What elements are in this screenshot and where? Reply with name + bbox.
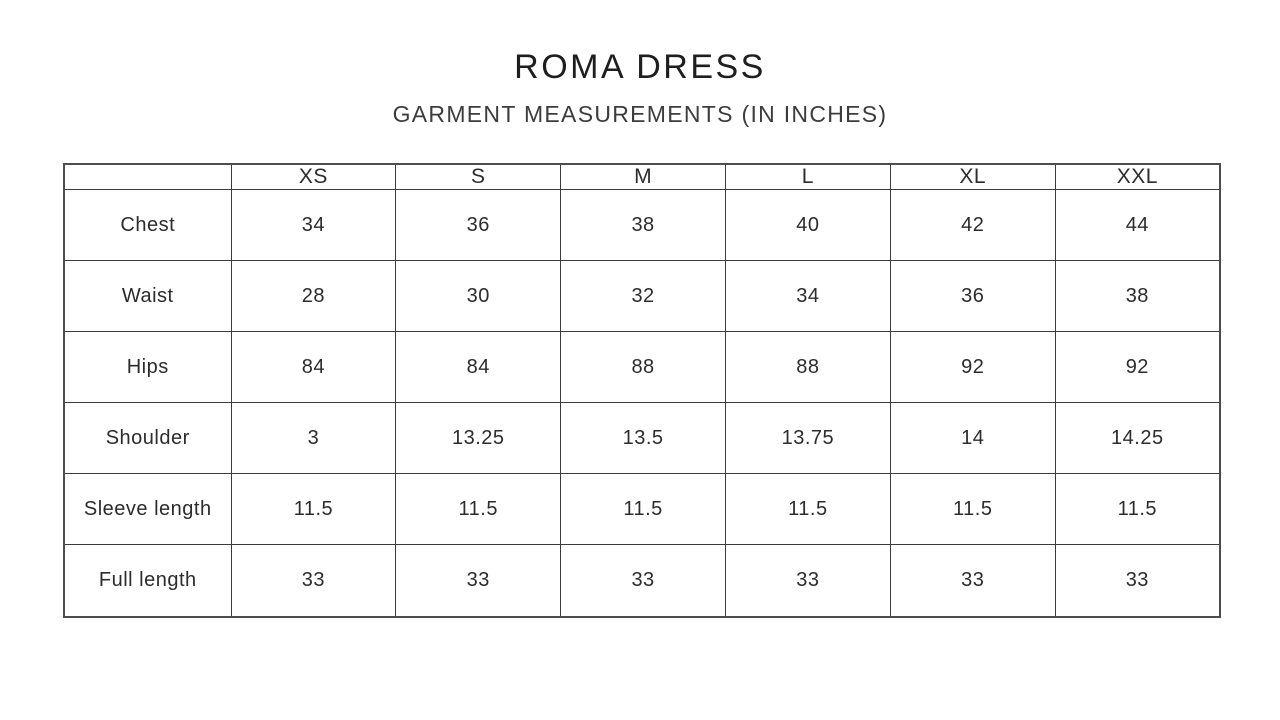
measurement-cell: 34 bbox=[724, 260, 891, 332]
measurement-cell: 40 bbox=[724, 189, 891, 261]
measurement-cell: 38 bbox=[1054, 260, 1221, 332]
measurement-cell: 11.5 bbox=[1054, 473, 1221, 545]
measurement-cell: 44 bbox=[1054, 189, 1221, 261]
size-table-body: Chest 34 36 38 40 42 44 Waist 28 30 32 34 36 38 Hips 84… bbox=[63, 189, 1221, 618]
table-row: Chest 34 36 38 40 42 44 bbox=[63, 189, 1221, 261]
table-row: Shoulder 3 13.25 13.5 13.75 14 14.25 bbox=[63, 402, 1221, 474]
table-row: Hips 84 84 88 88 92 92 bbox=[63, 331, 1221, 403]
measurement-cell: 14 bbox=[889, 402, 1056, 474]
page-subtitle: GARMENT MEASUREMENTS (IN INCHES) bbox=[392, 101, 888, 127]
measurement-cell: 11.5 bbox=[889, 473, 1056, 545]
measurement-cell: 33 bbox=[889, 544, 1056, 618]
measurement-cell: 38 bbox=[560, 189, 726, 261]
measurement-cell: 84 bbox=[230, 331, 397, 403]
measurement-cell: 33 bbox=[395, 544, 562, 618]
table-row: Sleeve length 11.5 11.5 11.5 11.5 11.5 11.5 bbox=[63, 473, 1221, 545]
row-label: Hips bbox=[63, 331, 232, 403]
size-table-header-row: XS S M L XL XXL bbox=[63, 163, 1221, 190]
measurement-cell: 30 bbox=[395, 260, 562, 332]
size-table-header: XS S M L XL XXL bbox=[63, 163, 1221, 190]
size-column-header-xxl: XXL bbox=[1054, 163, 1221, 190]
measurement-cell: 13.75 bbox=[724, 402, 891, 474]
row-label: Full length bbox=[63, 544, 232, 618]
row-label: Shoulder bbox=[63, 402, 232, 474]
measurement-cell: 36 bbox=[395, 189, 562, 261]
measurement-cell: 36 bbox=[889, 260, 1056, 332]
size-column-header-s: S bbox=[395, 163, 562, 190]
row-label: Sleeve length bbox=[63, 473, 232, 545]
measurement-cell: 88 bbox=[724, 331, 891, 403]
corner-cell bbox=[63, 163, 232, 190]
measurement-cell: 34 bbox=[230, 189, 397, 261]
measurement-cell: 92 bbox=[889, 331, 1056, 403]
page-title: ROMA DRESS bbox=[514, 48, 766, 86]
measurement-cell: 84 bbox=[395, 331, 562, 403]
size-chart-table: XS S M L XL XXL Chest 34 36 38 40 42 44 Waist 28 30 32 3… bbox=[63, 163, 1221, 618]
measurement-cell: 33 bbox=[1054, 544, 1221, 618]
measurement-cell: 14.25 bbox=[1054, 402, 1221, 474]
row-label: Waist bbox=[63, 260, 232, 332]
measurement-cell: 11.5 bbox=[395, 473, 562, 545]
size-column-header-l: L bbox=[724, 163, 891, 190]
measurement-cell: 11.5 bbox=[724, 473, 891, 545]
measurement-cell: 88 bbox=[560, 331, 726, 403]
measurement-cell: 33 bbox=[724, 544, 891, 618]
measurement-cell: 92 bbox=[1054, 331, 1221, 403]
measurement-cell: 3 bbox=[230, 402, 397, 474]
row-label: Chest bbox=[63, 189, 232, 261]
measurement-cell: 13.25 bbox=[395, 402, 562, 474]
table-row: Full length 33 33 33 33 33 33 bbox=[63, 544, 1221, 618]
measurement-cell: 11.5 bbox=[230, 473, 397, 545]
size-column-header-m: M bbox=[560, 163, 726, 190]
measurement-cell: 32 bbox=[560, 260, 726, 332]
size-column-header-xl: XL bbox=[889, 163, 1056, 190]
measurement-cell: 42 bbox=[889, 189, 1056, 261]
measurement-cell: 28 bbox=[230, 260, 397, 332]
measurement-cell: 11.5 bbox=[560, 473, 726, 545]
measurement-cell: 33 bbox=[560, 544, 726, 618]
measurement-cell: 33 bbox=[230, 544, 397, 618]
measurement-cell: 13.5 bbox=[560, 402, 726, 474]
table-row: Waist 28 30 32 34 36 38 bbox=[63, 260, 1221, 332]
size-column-header-xs: XS bbox=[230, 163, 397, 190]
